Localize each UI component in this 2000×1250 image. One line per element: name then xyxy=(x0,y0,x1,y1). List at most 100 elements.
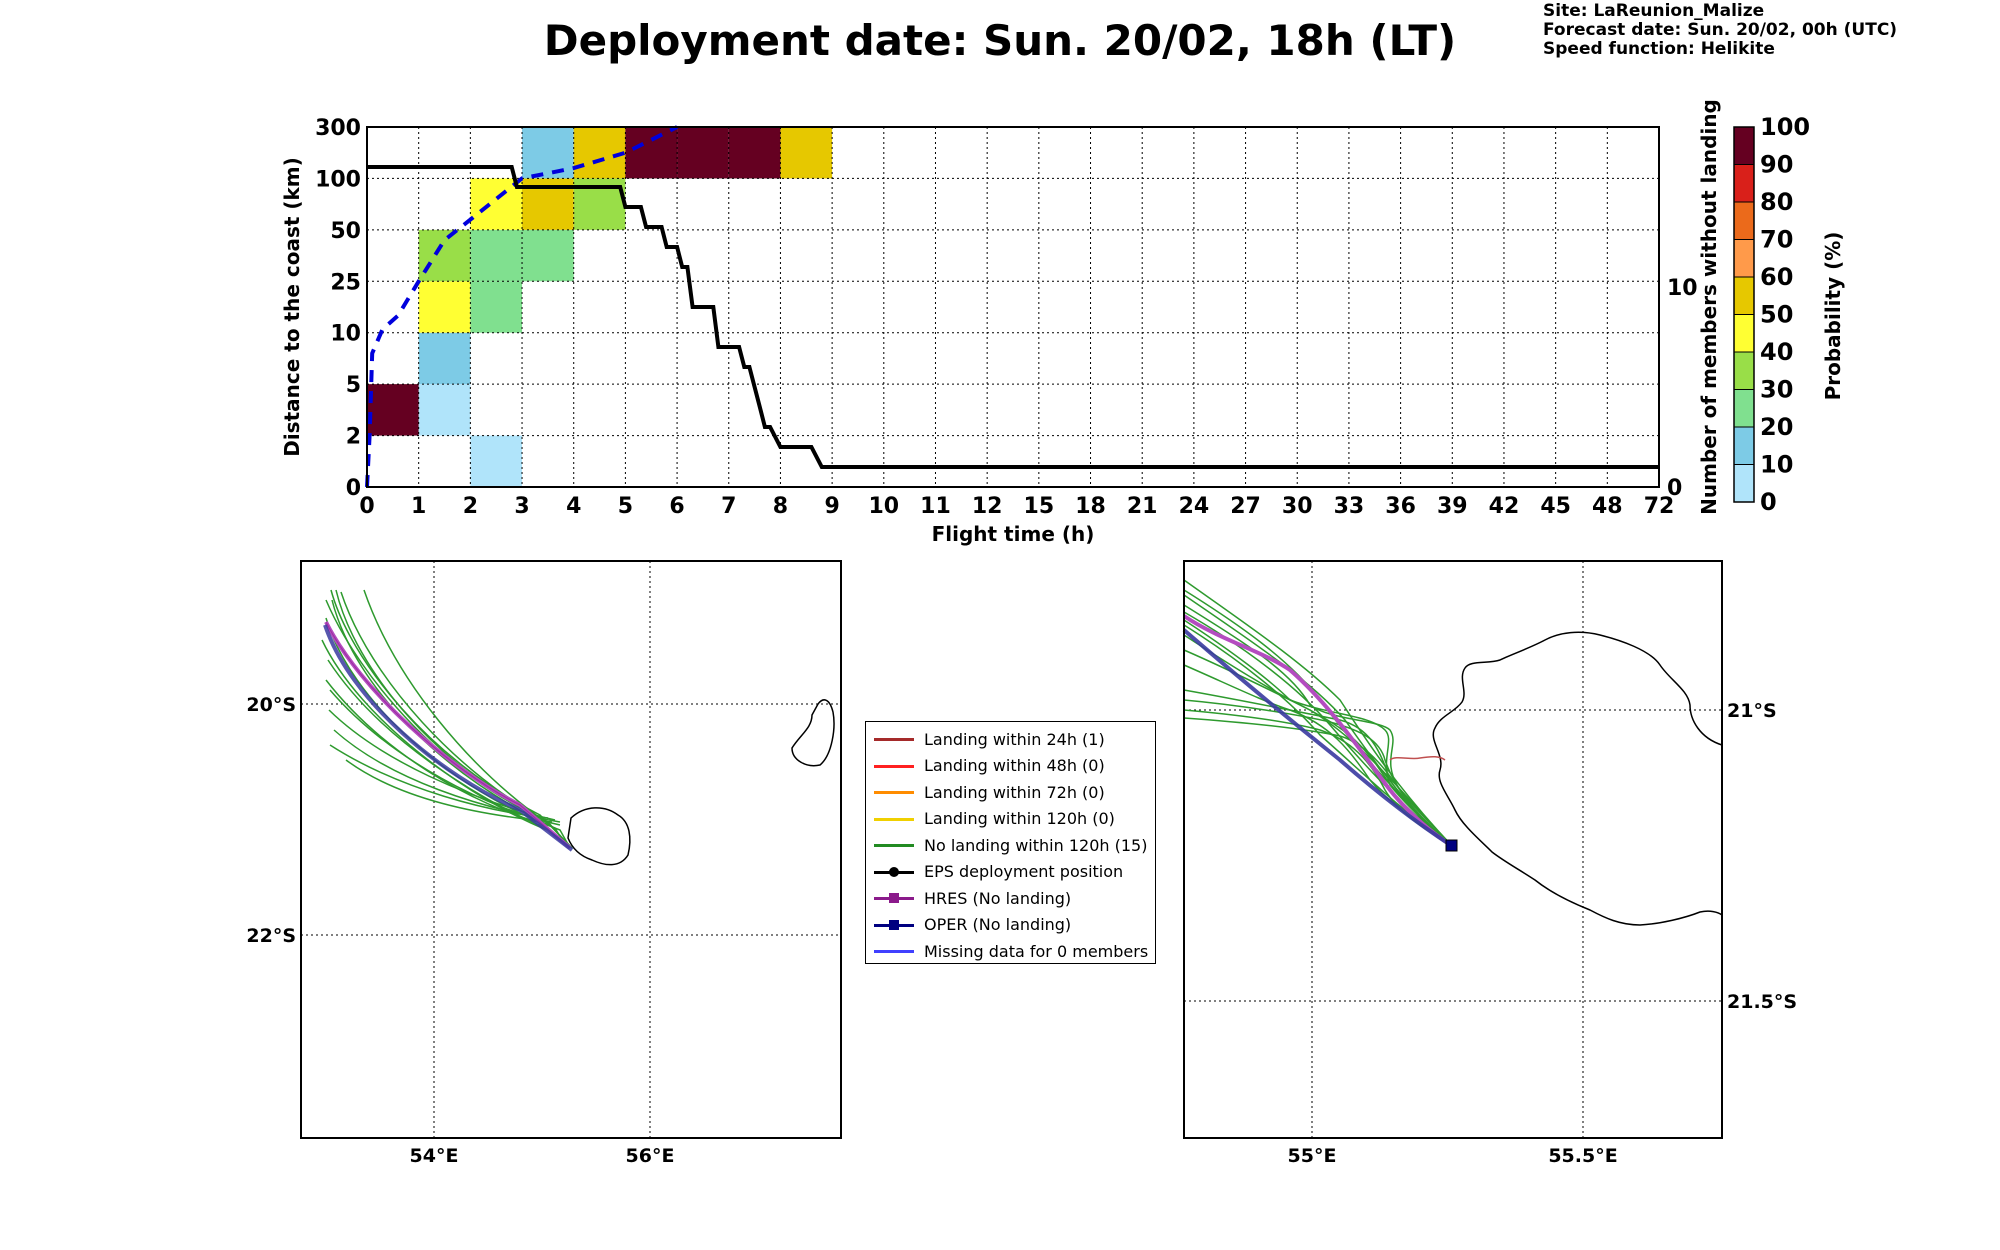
colorbar-band xyxy=(1734,464,1754,502)
colorbar-band xyxy=(1734,202,1754,240)
x-tick-label: 15 xyxy=(1024,494,1055,519)
heatmap-cell xyxy=(780,127,833,179)
colorbar-band xyxy=(1734,352,1754,390)
x-tick-label: 48 xyxy=(1592,494,1623,519)
map-zoom-lat-tick: 21.5°S xyxy=(1727,991,1797,1013)
colorbar-tick-label: 60 xyxy=(1760,263,1793,291)
oper-track-overview xyxy=(323,624,574,852)
y-tick-label: 300 xyxy=(315,116,361,141)
hres-track-overview xyxy=(324,621,572,850)
colorbar-band xyxy=(1734,164,1754,202)
colorbar-band xyxy=(1734,314,1754,352)
colorbar-tick-label: 20 xyxy=(1760,413,1793,441)
x-tick-label: 12 xyxy=(972,494,1003,519)
heatmap-cell xyxy=(470,178,523,230)
legend-swatch xyxy=(874,812,914,826)
colorbar-band xyxy=(1734,239,1754,277)
heatmap-cells xyxy=(367,127,833,487)
reunion-coast-zoom xyxy=(1432,631,1723,926)
site-label: Site: LaReunion_Malize xyxy=(1543,1,1765,21)
x-tick-label: 3 xyxy=(514,494,529,519)
x-tick-label: 4 xyxy=(566,494,581,519)
map-zoom: 55°E 55.5°E 21°S 21.5°S xyxy=(1182,560,1797,1167)
heatmap-cell xyxy=(418,229,471,282)
legend-label: No landing within 120h (15) xyxy=(924,835,1148,855)
y2-tick-label: 0 xyxy=(1667,476,1682,501)
x-tick-label: 27 xyxy=(1230,494,1261,519)
colorbar-tick-label: 40 xyxy=(1760,338,1793,366)
legend-item: Missing data for 0 members xyxy=(874,938,1149,965)
map-overview-lat-tick: 20°S xyxy=(246,694,296,716)
map-zoom-lon-tick: 55°E xyxy=(1288,1145,1337,1167)
map-overview-tracks xyxy=(321,589,573,849)
legend-item: OPER (No landing) xyxy=(874,912,1147,939)
x-tick-label: 9 xyxy=(824,494,839,519)
legend-item: Landing within 48h (0) xyxy=(874,753,1147,780)
legend-item: Landing within 24h (1) xyxy=(874,726,1147,753)
x-tick-label: 45 xyxy=(1540,494,1571,519)
colorbar-tick-label: 10 xyxy=(1760,451,1793,479)
map-overview-grid xyxy=(301,561,841,1138)
speed-function-label: Speed function: Helikite xyxy=(1543,39,1775,59)
x-axis-label: Flight time (h) xyxy=(932,522,1095,546)
y-axis-label: Distance to the coast (km) xyxy=(280,157,304,457)
x-tick-label: 0 xyxy=(359,494,374,519)
y2-axis-ticks: 0 10 xyxy=(1667,276,1698,501)
map-overview-lon-tick: 56°E xyxy=(626,1145,675,1167)
forecast-date-label: Forecast date: Sun. 20/02, 00h (UTC) xyxy=(1543,20,1898,40)
legend-label: Missing data for 0 members xyxy=(924,941,1149,961)
y-tick-label: 50 xyxy=(330,219,361,244)
legend-item: Landing within 72h (0) xyxy=(874,779,1147,806)
x-tick-label: 21 xyxy=(1127,494,1158,519)
y-tick-label: 100 xyxy=(315,167,361,192)
x-tick-label: 39 xyxy=(1437,494,1468,519)
map-zoom-grid xyxy=(1184,561,1722,1138)
colorbar: 0 10 20 30 40 50 60 70 80 90 100 xyxy=(1733,113,1810,516)
heatmap-cell xyxy=(728,127,781,179)
colorbar-tick-label: 30 xyxy=(1760,376,1793,404)
legend-label: Landing within 24h (1) xyxy=(924,729,1105,749)
x-tick-label: 33 xyxy=(1334,494,1365,519)
legend-item: HRES (No landing) xyxy=(874,885,1147,912)
x-tick-label: 11 xyxy=(920,494,951,519)
x-tick-label: 36 xyxy=(1385,494,1416,519)
oper-track-zoom xyxy=(1182,628,1454,848)
colorbar-band xyxy=(1734,127,1754,165)
x-tick-label: 2 xyxy=(463,494,478,519)
x-tick-label: 8 xyxy=(773,494,788,519)
legend-label: Landing within 48h (0) xyxy=(924,756,1105,776)
map-overview-lon-tick: 54°E xyxy=(410,1145,459,1167)
map-zoom-tracks xyxy=(1183,579,1453,847)
plot-frame xyxy=(366,126,1660,488)
legend-swatch xyxy=(874,732,914,746)
x-tick-label: 72 xyxy=(1644,494,1675,519)
x-tick-label: 1 xyxy=(411,494,426,519)
mauritius-coast-overview xyxy=(791,699,835,767)
legend-swatch xyxy=(874,865,914,879)
colorbar-tick-label: 50 xyxy=(1760,301,1793,329)
heatmap-cell xyxy=(418,332,471,385)
y-tick-label: 0 xyxy=(346,476,361,501)
legend-label: Landing within 72h (0) xyxy=(924,782,1105,802)
legend-swatch xyxy=(874,944,914,958)
members-step-line xyxy=(367,165,1659,469)
heatmap-cell xyxy=(367,384,419,436)
heatmap-cell xyxy=(677,127,729,179)
heatmap-cell xyxy=(470,281,523,333)
probability-chart: 0 1 2 3 4 5 6 7 8 9 10 11 12 15 18 21 24 27 30 33 36 39 42 45 48… xyxy=(280,99,1721,546)
y-tick-label: 5 xyxy=(346,373,361,398)
heatmap-cell xyxy=(522,229,574,282)
hres-track-zoom xyxy=(1182,614,1454,848)
legend-label: Landing within 120h (0) xyxy=(924,809,1115,829)
x-tick-label: 30 xyxy=(1282,494,1313,519)
grid-lines xyxy=(367,127,1659,487)
heatmap-cell xyxy=(470,435,523,487)
landing-track-zoom xyxy=(1389,755,1446,761)
x-axis-ticks: 0 1 2 3 4 5 6 7 8 9 10 11 12 15 18 21 24 27 30 33 36 39 42 45 48… xyxy=(359,494,1674,519)
heatmap-cell xyxy=(625,127,678,179)
y2-tick-label: 10 xyxy=(1667,276,1698,301)
legend-item: No landing within 120h (15) xyxy=(874,832,1147,859)
legend: Landing within 24h (1) Landing within 48h… xyxy=(865,721,1156,964)
